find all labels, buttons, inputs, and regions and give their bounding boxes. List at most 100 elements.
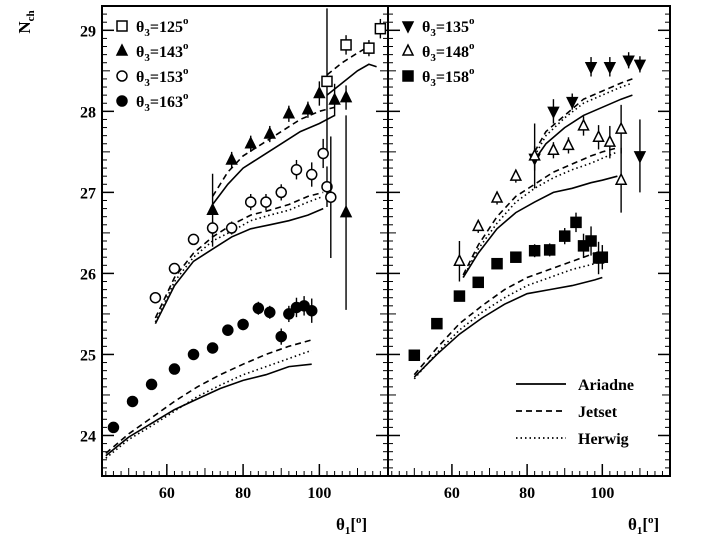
left-series-2-point [244, 196, 257, 208]
left-legend-marker-3 [116, 95, 128, 107]
left-legend-marker-1 [115, 43, 129, 56]
x-axis-title-right-close: ] [654, 515, 660, 534]
right-series-2 [408, 212, 609, 380]
right-legend-entry-2: θ3=158o [402, 65, 475, 89]
left-series-2-point [305, 168, 318, 181]
right-legend-marker-1 [401, 43, 415, 56]
x-axis-title-right-open: [ [642, 515, 648, 534]
left-series-2-point [275, 186, 287, 199]
right-legend-marker-2 [402, 70, 414, 82]
left-series-3-jetset-line [105, 339, 312, 454]
left-legend-entry-2: θ3=153o [116, 65, 189, 89]
left-series-1-point [313, 85, 326, 99]
right-legend-label-1: θ3=148o [422, 40, 475, 64]
right-series-2-point [585, 235, 597, 247]
left-series-2-point [325, 191, 337, 203]
left-series-1-point [339, 204, 353, 218]
left-series-0 [321, 8, 387, 155]
model-legend-label-herwig: Herwig [578, 431, 629, 448]
right-series-0-point [584, 62, 598, 75]
model-legend: Ariadne Jetset Herwig [516, 377, 634, 448]
left-series-2-point [149, 291, 162, 304]
right-series-0-point [633, 151, 647, 164]
left-series-0-point [340, 39, 352, 51]
right-x-tick-label: 100 [590, 485, 614, 502]
x-axis-title-left-close: ] [362, 515, 368, 534]
right-x-tick-label: 80 [519, 485, 535, 502]
right-series-0-point [633, 59, 647, 73]
right-series-0-jetset-line [533, 78, 633, 153]
right-legend-entry-0: θ3=135o [401, 15, 475, 39]
left-series-3-point [305, 304, 318, 317]
right-series-2-point [570, 216, 582, 229]
right-series-0 [528, 52, 647, 193]
right-series-2-point [596, 251, 609, 263]
left-legend-label-3: θ3=163o [136, 90, 189, 114]
left-x-tick-label: 80 [235, 485, 251, 502]
x-axis-tick-labels: 60 80 100 60 80 100 [159, 485, 614, 502]
right-series-1-ariadne-line [462, 175, 618, 278]
right-series-2-jetset-line [413, 249, 603, 376]
left-series-3-point [107, 421, 120, 434]
left-series-1-point [282, 106, 296, 119]
right-series-1-point [490, 190, 504, 203]
left-series-2-ariadne-line [154, 207, 324, 325]
left-series-3-point [222, 324, 234, 336]
left-legend-marker-0 [116, 20, 128, 32]
left-series-1-point [328, 92, 341, 105]
left-legend-entry-1: θ3=143o [115, 40, 189, 64]
right-legend-entry-1: θ3=148o [401, 40, 475, 64]
right-series-2-point [453, 290, 466, 302]
left-series-0-point [321, 75, 333, 88]
left-series-2 [149, 136, 337, 325]
left-series-2-point [321, 180, 333, 193]
right-series-1-jetset-line [462, 147, 618, 276]
right-series-1-point [592, 129, 605, 143]
x-axis-title-right-sup: o [648, 514, 654, 526]
model-legend-label-ariadne: Ariadne [578, 377, 634, 394]
left-series-1-point [225, 152, 238, 165]
left-series-3-point [206, 342, 219, 354]
right-series-2-point [510, 251, 522, 263]
left-series-3-point [237, 318, 249, 331]
right-series-2-point [472, 276, 484, 289]
right-series-1-point [528, 148, 541, 161]
right-series-1-point [614, 121, 628, 134]
left-series-3-point [283, 308, 295, 320]
right-series-1-point [547, 142, 560, 155]
x-axis-title-right-sub: 1 [637, 525, 643, 537]
left-series-2-herwig-line [154, 195, 324, 323]
y-tick-label: 29 [80, 23, 96, 40]
right-series-2-point [408, 349, 421, 362]
right-series-2-point [491, 257, 503, 270]
right-series-1-point [603, 134, 617, 147]
right-series-2-ariadne-line [413, 276, 603, 378]
right-series-0-point [566, 96, 579, 110]
right-series-0-point [547, 106, 560, 120]
y-tick-label: 24 [80, 428, 96, 445]
left-series-3-point [168, 363, 181, 375]
left-legend-entry-0: θ3=125o [116, 15, 189, 39]
left-series-2-jetset-line [154, 191, 324, 319]
left-series-2-point [317, 147, 329, 160]
right-series-1-point [472, 218, 485, 232]
left-series-2-point [290, 163, 303, 176]
right-series-1 [453, 104, 628, 282]
model-legend-label-jetset: Jetset [578, 404, 618, 421]
right-series-2-point [431, 317, 443, 330]
left-series-1 [206, 81, 353, 310]
left-legend-label-2: θ3=153o [136, 65, 189, 89]
y-axis-title: Nch [15, 10, 37, 33]
left-series-2-point [187, 233, 200, 246]
x-axis-title-left-sup: o [356, 514, 362, 526]
right-legend-label-0: θ3=135o [422, 15, 475, 39]
y-tick-label: 25 [80, 347, 96, 364]
left-x-tick-label: 100 [307, 485, 331, 502]
right-series-2-point [543, 244, 556, 256]
left-series-2-point [225, 222, 238, 234]
right-series-1-point [453, 253, 466, 267]
left-series-2-point [168, 262, 181, 275]
left-series-1-point [301, 102, 315, 115]
right-series-0-point [603, 62, 617, 75]
